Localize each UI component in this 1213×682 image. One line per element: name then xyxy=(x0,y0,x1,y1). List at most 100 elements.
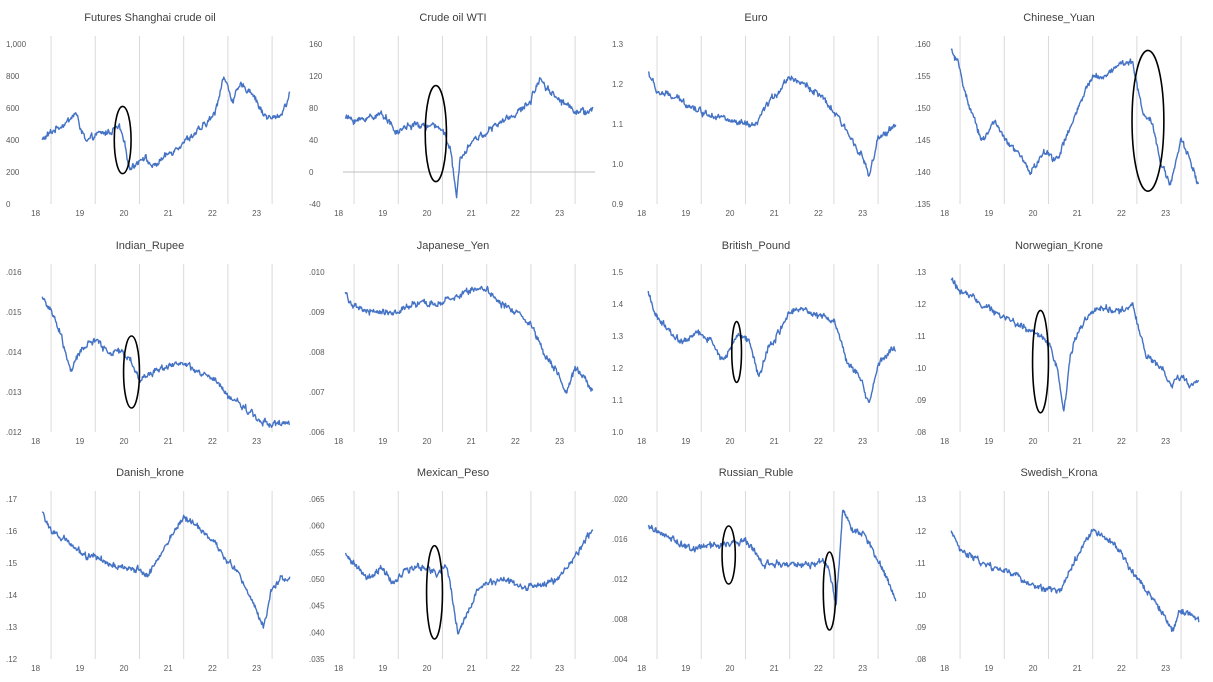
x-tick-label: 18 xyxy=(334,437,343,446)
y-tick-label: .155 xyxy=(915,72,931,81)
y-tick-label: .035 xyxy=(309,655,325,664)
chart-svg: .035 .040 .045 .050 .055 .060 .065 18 19 20 21 22 23 xyxy=(309,491,594,673)
x-tick-label: 23 xyxy=(858,437,867,446)
chart-svg: 0 200 400 600 800 1,000 18 19 20 21 22 23 xyxy=(6,36,291,218)
x-tick-label: 19 xyxy=(681,209,690,218)
x-tick-label: 18 xyxy=(940,209,949,218)
series-line xyxy=(41,511,291,629)
x-tick-label: 21 xyxy=(164,437,173,446)
y-tick-label: .009 xyxy=(309,308,325,317)
highlight-ellipse xyxy=(113,105,132,175)
y-tick-label: .007 xyxy=(309,388,325,397)
y-tick-label: .09 xyxy=(915,396,927,405)
chart-title: Indian_Rupee xyxy=(115,240,185,252)
chart-svg: 1.0 1.1 1.2 1.3 1.4 1.5 18 19 20 21 22 23 xyxy=(612,264,896,446)
y-tick-label: .14 xyxy=(6,591,18,600)
x-tick-label: 22 xyxy=(511,437,520,446)
y-tick-label: 1.4 xyxy=(612,300,624,309)
chart-title: Japanese_Yen xyxy=(416,240,490,252)
chart-title: Norwegian_Krone xyxy=(1014,240,1104,252)
y-tick-label: .010 xyxy=(309,268,325,277)
x-tick-label: 21 xyxy=(770,209,779,218)
x-tick-label: 23 xyxy=(252,664,261,673)
x-tick-label: 19 xyxy=(75,437,84,446)
x-tick-label: 21 xyxy=(770,437,779,446)
x-tick-label: 20 xyxy=(120,437,129,446)
x-tick-label: 18 xyxy=(31,437,40,446)
x-tick-label: 18 xyxy=(31,664,40,673)
x-tick-label: 23 xyxy=(1161,664,1170,673)
y-tick-label: .015 xyxy=(6,308,22,317)
y-tick-label: 1.3 xyxy=(612,40,624,49)
chart-svg: .08 .09 .10 .11 .12 .13 18 19 20 21 22 23 xyxy=(915,491,1200,673)
y-tick-label: .013 xyxy=(6,388,22,397)
y-tick-label: 1.1 xyxy=(612,396,624,405)
y-tick-label: .13 xyxy=(6,623,18,632)
x-tick-label: 21 xyxy=(1073,437,1082,446)
y-tick-label: .004 xyxy=(612,655,628,664)
y-tick-label: .08 xyxy=(915,428,927,437)
y-tick-label: .09 xyxy=(915,623,927,632)
x-tick-label: 21 xyxy=(164,664,173,673)
highlight-ellipse xyxy=(424,84,448,183)
x-tick-label: 22 xyxy=(511,209,520,218)
y-tick-label: 120 xyxy=(309,72,323,81)
chart-svg: .12 .13 .14 .15 .16 .17 18 19 20 21 22 23 xyxy=(6,491,291,673)
highlight-ellipse xyxy=(730,320,743,384)
y-tick-label: .150 xyxy=(915,104,931,113)
y-tick-label: -40 xyxy=(309,200,321,209)
x-tick-label: 18 xyxy=(637,664,646,673)
y-tick-label: 1.1 xyxy=(612,120,624,129)
series-line xyxy=(950,528,1200,633)
y-tick-label: 0 xyxy=(309,168,314,177)
y-tick-label: .11 xyxy=(915,559,926,568)
chart-title: Mexican_Peso xyxy=(416,467,490,479)
x-tick-label: 23 xyxy=(555,209,564,218)
x-tick-label: 22 xyxy=(208,437,217,446)
y-tick-label: .012 xyxy=(6,428,22,437)
x-tick-label: 22 xyxy=(1117,209,1126,218)
y-tick-label: .016 xyxy=(6,268,22,277)
chart-panel: Crude oil WTI -40 0 40 80 120 160 18 19 20 21 22 23 xyxy=(303,0,603,226)
y-tick-label: .045 xyxy=(309,602,325,611)
x-tick-label: 19 xyxy=(984,209,993,218)
y-tick-label: 400 xyxy=(6,136,20,145)
x-tick-label: 21 xyxy=(164,209,173,218)
x-tick-label: 22 xyxy=(814,437,823,446)
y-tick-label: .140 xyxy=(915,168,931,177)
x-tick-label: 20 xyxy=(1029,209,1038,218)
x-tick-label: 19 xyxy=(681,437,690,446)
x-tick-label: 22 xyxy=(511,664,520,673)
y-tick-label: .13 xyxy=(915,268,927,277)
x-tick-label: 18 xyxy=(940,437,949,446)
y-tick-label: .160 xyxy=(915,40,931,49)
y-tick-label: 1.5 xyxy=(612,268,624,277)
chart-svg: -40 0 40 80 120 160 18 19 20 21 22 23 xyxy=(309,36,595,218)
x-tick-label: 22 xyxy=(1117,437,1126,446)
chart-title: Chinese_Yuan xyxy=(1023,12,1095,24)
y-tick-label: 1,000 xyxy=(6,40,27,49)
series-line xyxy=(344,285,594,394)
y-tick-label: .006 xyxy=(309,428,325,437)
y-tick-label: .050 xyxy=(309,575,325,584)
x-tick-label: 20 xyxy=(120,664,129,673)
y-tick-label: .12 xyxy=(915,527,927,536)
highlight-ellipse xyxy=(122,335,141,409)
chart-panel: Norwegian_Krone .08 .09 .10 .11 .12 .13 18 19 20 2… xyxy=(909,228,1209,454)
x-tick-label: 23 xyxy=(858,209,867,218)
y-tick-label: 200 xyxy=(6,168,20,177)
y-tick-label: .10 xyxy=(915,591,927,600)
x-tick-label: 23 xyxy=(1161,437,1170,446)
series-line xyxy=(41,76,291,171)
series-line xyxy=(647,509,897,606)
series-line xyxy=(950,277,1199,412)
y-tick-label: .135 xyxy=(915,200,931,209)
x-tick-label: 23 xyxy=(252,209,261,218)
y-tick-label: .12 xyxy=(915,300,927,309)
highlight-ellipse xyxy=(822,551,837,631)
y-tick-label: .10 xyxy=(915,364,927,373)
chart-panel: Euro 0.9 1.0 1.1 1.2 1.3 18 19 20 21 22 23 xyxy=(606,0,906,226)
x-tick-label: 23 xyxy=(555,664,564,673)
chart-panel: Futures Shanghai crude oil 0 200 400 600 800 1… xyxy=(0,0,300,226)
